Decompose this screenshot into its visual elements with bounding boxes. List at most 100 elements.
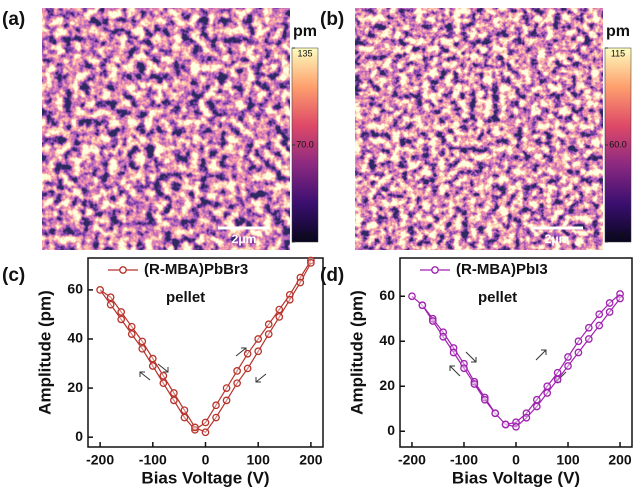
afm-image — [42, 8, 290, 250]
x-tick-label: 100 — [556, 452, 580, 468]
data-point — [106, 300, 115, 309]
data-point — [574, 337, 583, 346]
y-axis-label: Amplitude (pm) — [347, 290, 366, 415]
x-tick-label: 0 — [512, 452, 520, 468]
x-tick-label: 100 — [247, 452, 271, 468]
panel-label: (b) — [320, 9, 344, 30]
data-point — [212, 401, 220, 410]
data-point — [138, 344, 147, 353]
data-point — [595, 321, 604, 330]
legend-marker — [431, 266, 439, 274]
data-point — [296, 278, 305, 287]
legend-label: (R-MBA)PbI3 — [456, 261, 548, 278]
panel-label: (a) — [2, 9, 25, 30]
legend-label: (R-MBA)PbBr3 — [144, 261, 248, 278]
y-tick-label: 20 — [379, 377, 395, 393]
x-tick-label: 0 — [202, 452, 210, 468]
colorbar-label: pm — [293, 23, 317, 40]
data-point — [117, 315, 126, 324]
data-point — [480, 393, 489, 402]
data-point — [470, 377, 479, 386]
data-point — [616, 294, 624, 303]
data-point — [180, 406, 189, 415]
data-point — [117, 308, 126, 316]
data-point — [106, 293, 115, 302]
data-point — [532, 402, 541, 411]
scale-bar-label: 2μm — [232, 232, 257, 246]
y-tick-label: 40 — [67, 330, 83, 346]
y-axis-label: Amplitude (pm) — [35, 290, 54, 415]
data-point — [512, 422, 520, 431]
data-point — [553, 375, 562, 384]
data-point — [233, 379, 241, 388]
scale-bar-label: 2μm — [545, 232, 570, 246]
y-tick-label: 0 — [75, 428, 83, 444]
data-point — [127, 322, 136, 331]
data-point — [254, 347, 263, 356]
data-point — [222, 396, 231, 405]
data-point — [233, 367, 241, 375]
data-point — [428, 317, 437, 325]
data-point — [212, 413, 220, 422]
data-point — [307, 259, 315, 267]
y-tick-label: 60 — [379, 287, 395, 303]
data-point — [170, 396, 178, 405]
data-point — [439, 332, 448, 341]
data-point — [408, 292, 416, 301]
data-point — [159, 379, 168, 388]
y-tick-label: 20 — [67, 379, 83, 395]
data-point — [191, 425, 199, 434]
x-tick-label: -100 — [450, 452, 478, 468]
legend-marker — [119, 266, 127, 274]
colorbar-tick-label: 115 — [611, 48, 625, 58]
data-point — [584, 323, 593, 332]
data-point — [564, 353, 572, 361]
y-tick-label: 40 — [379, 332, 395, 348]
x-tick-label: -200 — [86, 452, 114, 468]
data-point — [127, 330, 136, 338]
data-point — [285, 295, 294, 304]
colorbar-label: pm — [606, 23, 630, 40]
data-point — [254, 335, 263, 343]
data-point — [138, 337, 147, 346]
data-point — [96, 286, 104, 294]
data-point — [480, 395, 489, 404]
data-point — [170, 389, 178, 397]
colorbar-tick-label: 70.0 — [296, 139, 314, 149]
x-axis-label: Bias Voltage (V) — [452, 468, 580, 487]
annotation: pellet — [166, 289, 205, 306]
data-point — [574, 348, 583, 357]
data-point — [418, 301, 427, 310]
colorbar — [291, 47, 319, 243]
data-point — [584, 335, 593, 343]
data-point — [595, 310, 604, 319]
arrows — [139, 347, 567, 383]
data-point — [222, 384, 231, 392]
data-point — [148, 362, 157, 370]
data-point — [243, 349, 252, 358]
data-point — [501, 420, 510, 429]
data-point — [605, 308, 614, 316]
data-point — [307, 256, 315, 265]
data-point — [460, 364, 468, 373]
y-tick-label: 0 — [387, 422, 395, 438]
afm-image — [355, 8, 603, 250]
colorbar-tick-label: 135 — [297, 48, 312, 58]
data-point — [605, 299, 614, 307]
data-point — [275, 305, 284, 314]
colorbar-tick-label: 60.0 — [609, 139, 627, 149]
data-point — [201, 428, 210, 437]
series-line — [411, 293, 621, 428]
data-point — [491, 409, 500, 418]
panel-label: (d) — [320, 265, 344, 286]
x-tick-label: -200 — [398, 452, 426, 468]
data-point — [148, 354, 157, 363]
x-axis-label: Bias Voltage (V) — [141, 468, 269, 487]
colorbar-tick-label: 5.00 — [296, 230, 314, 240]
data-point — [543, 389, 552, 397]
annotation: pellet — [478, 289, 517, 306]
data-point — [553, 368, 562, 377]
series-line — [99, 260, 312, 434]
colorbar-tick-label: 5.00 — [609, 230, 627, 240]
